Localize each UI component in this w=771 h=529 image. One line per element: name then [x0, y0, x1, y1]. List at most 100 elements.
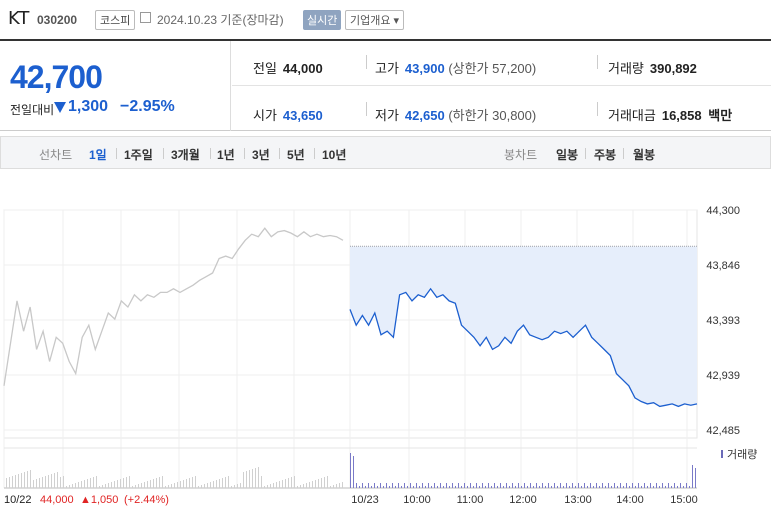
volume-bar: [641, 486, 642, 488]
volume-bar: [425, 486, 426, 488]
y-tick-label: 42,939: [706, 370, 740, 382]
change-value: 1,300: [68, 98, 109, 115]
volume-bar: [141, 483, 142, 488]
tab-1year[interactable]: 1년: [217, 148, 235, 162]
trade-amount: 거래대금 16,858 백만: [608, 108, 733, 123]
tab-weekly-candle[interactable]: 주봉: [594, 148, 617, 162]
volume-bar: [380, 483, 381, 488]
volume-bar: [39, 478, 40, 488]
volume-bar: [455, 486, 456, 488]
volume-bar: [569, 486, 570, 488]
volume-bar: [617, 486, 618, 488]
prev-price: 44,000: [40, 494, 74, 506]
volume-bar: [282, 480, 283, 488]
volume-bar: [479, 486, 480, 488]
volume-bar: [665, 486, 666, 488]
volume-bar: [174, 483, 175, 488]
volume-bar: [135, 485, 136, 488]
volume-bar: [81, 481, 82, 488]
company-info-dropdown[interactable]: 기업개요 ▾: [345, 10, 405, 30]
volume-bar: [446, 483, 447, 488]
volume-bar: [123, 478, 124, 488]
volume-bar: [536, 483, 537, 488]
volume-bar: [458, 483, 459, 488]
volume-bar: [587, 486, 588, 488]
stock-name: KT: [8, 8, 30, 29]
volume-bar: [288, 478, 289, 488]
tab-3year[interactable]: 3년: [252, 148, 270, 162]
tab-daily-candle[interactable]: 일봉: [556, 148, 579, 162]
volume-bar: [327, 476, 328, 488]
y-tick-label: 44,300: [706, 205, 740, 217]
volume-bar: [356, 483, 357, 488]
volume-bar: [231, 486, 232, 488]
volume-bar: [243, 472, 244, 488]
volume-bar: [150, 480, 151, 488]
volume-bar: [177, 482, 178, 488]
volume-bar: [473, 486, 474, 488]
divider: [597, 55, 598, 69]
volume-bar: [599, 486, 600, 488]
volume-bar: [279, 481, 280, 488]
volume-bar: [27, 471, 28, 488]
realtime-button[interactable]: 실시간: [303, 10, 342, 30]
divider: [366, 55, 367, 69]
volume-bar: [443, 486, 444, 488]
volume-bar: [632, 483, 633, 488]
volume-bar: [207, 483, 208, 488]
volume-bar: [671, 486, 672, 488]
volume-bar: [350, 453, 351, 488]
volume-bar: [285, 479, 286, 488]
volume-bar: [386, 483, 387, 488]
stock-code: 030200: [37, 13, 78, 27]
volume-bar: [342, 482, 343, 488]
volume-bar: [6, 478, 7, 488]
volume-bar: [404, 483, 405, 488]
y-tick-label: 43,393: [706, 315, 740, 327]
volume-bar: [216, 480, 217, 488]
tab-1week[interactable]: 1주일: [124, 148, 153, 162]
volume-bar: [96, 476, 97, 488]
volume-bar: [656, 483, 657, 488]
volume-bar: [126, 477, 127, 488]
row-divider: [232, 85, 771, 86]
volume-bar: [72, 484, 73, 488]
volume-bar: [539, 486, 540, 488]
line-chart-label: 선차트: [39, 148, 73, 162]
volume-bar: [258, 467, 259, 488]
volume-bar: [114, 481, 115, 488]
volume-bar: [93, 477, 94, 488]
volume-bar: [680, 483, 681, 488]
volume-bar: [132, 486, 133, 488]
current-price-box: 42,700 전일대비 1,300 −2.95%: [0, 41, 231, 131]
volume-bar: [644, 483, 645, 488]
volume-bar: [389, 486, 390, 488]
volume-bar: [650, 483, 651, 488]
today-fill-area: [350, 246, 697, 407]
volume-bar: [51, 474, 52, 488]
volume-bar: [60, 477, 61, 488]
volume-bar: [566, 483, 567, 488]
tab-3month[interactable]: 3개월: [171, 148, 200, 162]
volume-bar: [524, 483, 525, 488]
x-tick-label: 11:00: [457, 494, 484, 506]
tab-5year[interactable]: 5년: [287, 148, 305, 162]
tab-10year[interactable]: 10년: [322, 148, 347, 162]
candle-chart-label: 봉차트: [504, 148, 538, 162]
volume-bar: [692, 465, 693, 488]
volume-bar: [105, 484, 106, 488]
tab-1day[interactable]: 1일: [89, 148, 107, 162]
volume-bar: [159, 477, 160, 488]
volume-bar: [464, 483, 465, 488]
quote-panel: 42,700 전일대비 1,300 −2.95% 전일 44,000 고가 43,9…: [0, 39, 771, 131]
volume-bar: [512, 483, 513, 488]
change-percent: −2.95%: [120, 98, 175, 115]
volume-bar: [18, 474, 19, 488]
day-high: 고가 43,900 (상한가 57,200): [375, 61, 537, 76]
volume-bar: [476, 483, 477, 488]
volume-bar: [246, 471, 247, 488]
volume-bar: [614, 483, 615, 488]
volume-bar: [240, 483, 241, 488]
tab-monthly-candle[interactable]: 월봉: [633, 148, 656, 162]
volume-bar: [515, 486, 516, 488]
